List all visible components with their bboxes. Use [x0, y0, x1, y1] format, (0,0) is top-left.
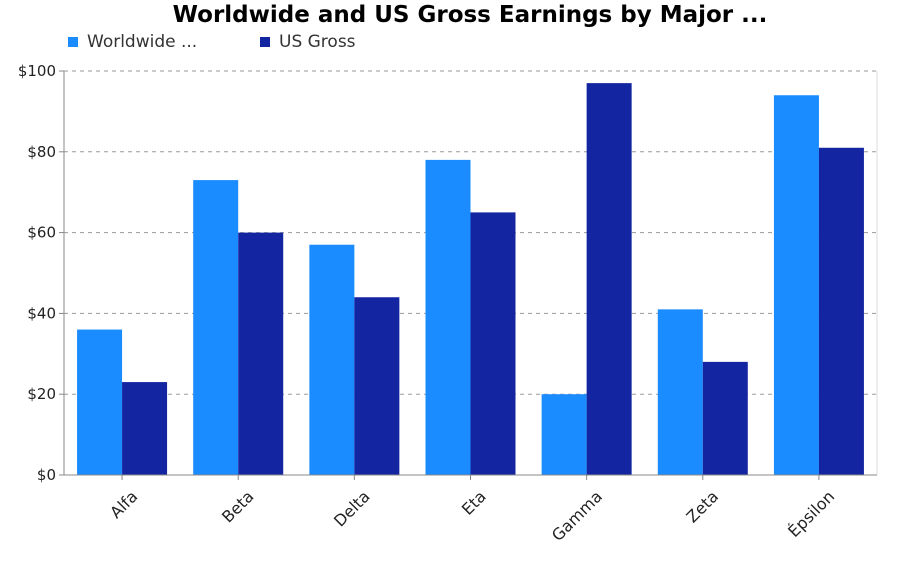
y-tick-label: $100 — [18, 62, 56, 80]
legend-label-us-gross: US Gross — [279, 32, 356, 52]
bar-épsilon-worldwide[interactable] — [773, 95, 819, 476]
x-tick-label: Beta — [218, 487, 258, 527]
y-tick-label: $80 — [27, 143, 56, 161]
bar-gamma-worldwide[interactable] — [541, 394, 587, 475]
bar-delta-worldwide[interactable] — [309, 244, 355, 475]
bar-eta-us-gross[interactable] — [470, 212, 516, 475]
bar-zeta-us-gross[interactable] — [702, 361, 748, 475]
bar-zeta-worldwide[interactable] — [657, 309, 703, 475]
bar-beta-worldwide[interactable] — [193, 180, 239, 475]
legend-swatch-us-gross — [260, 37, 270, 47]
x-tick-label: Delta — [330, 487, 374, 531]
x-tick-label: Gamma — [548, 487, 606, 545]
x-tick-label: Alfa — [106, 487, 141, 522]
x-tick-label: Épsilon — [784, 487, 838, 541]
legend-item-worldwide[interactable]: Worldwide ... — [68, 32, 260, 52]
y-tick-label: $40 — [27, 304, 56, 322]
legend-item-us-gross[interactable]: US Gross — [260, 32, 356, 52]
legend: Worldwide ... US Gross — [68, 32, 356, 52]
x-tick-label: Eta — [458, 487, 490, 519]
bars — [77, 83, 864, 476]
legend-swatch-worldwide — [68, 37, 78, 47]
bar-alfa-worldwide[interactable] — [77, 329, 123, 475]
chart-title: Worldwide and US Gross Earnings by Major… — [172, 2, 768, 28]
gridlines — [64, 70, 878, 475]
legend-label-worldwide: Worldwide ... — [87, 32, 198, 52]
bar-alfa-us-gross[interactable] — [122, 382, 168, 475]
x-tick-label: Zeta — [683, 487, 723, 527]
bar-gamma-us-gross[interactable] — [586, 83, 632, 476]
y-tick-label: $0 — [37, 466, 56, 484]
y-tick-label: $20 — [27, 385, 56, 403]
bar-épsilon-us-gross[interactable] — [818, 147, 864, 475]
bar-beta-us-gross[interactable] — [238, 232, 284, 475]
bar-delta-us-gross[interactable] — [354, 297, 400, 475]
y-tick-label: $60 — [27, 224, 56, 242]
bar-eta-worldwide[interactable] — [425, 159, 471, 475]
